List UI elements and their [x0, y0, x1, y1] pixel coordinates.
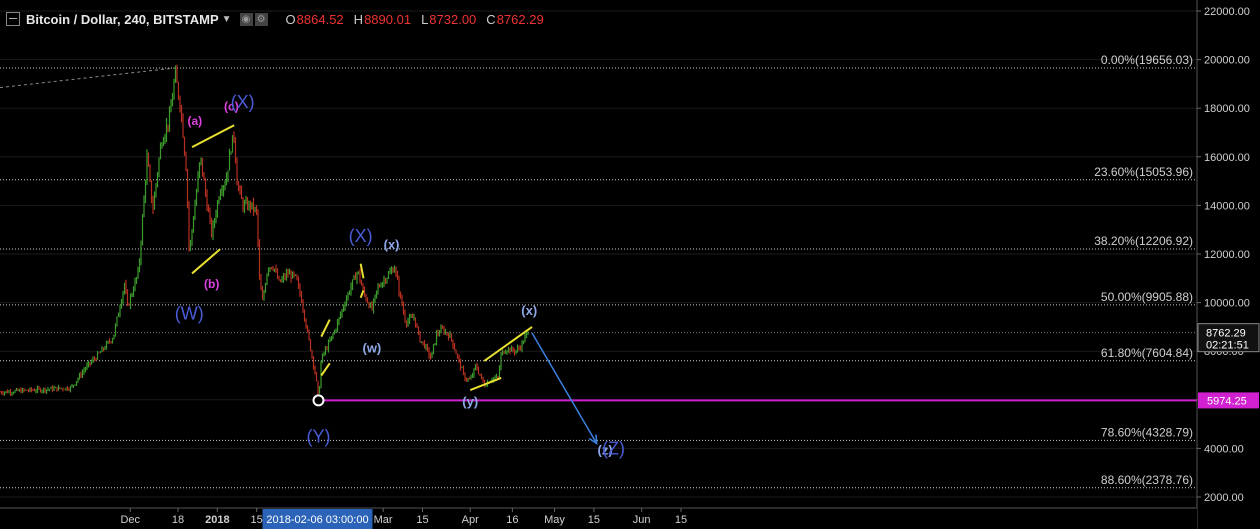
wave-label[interactable]: (y)	[462, 394, 478, 409]
high-value: 8890.01	[364, 11, 412, 27]
trend-line[interactable]	[320, 362, 331, 377]
wave-label[interactable]: (x)	[384, 237, 400, 252]
wave-label[interactable]: (b)	[204, 277, 219, 291]
close-key: C	[486, 11, 496, 27]
projection-arrow[interactable]	[531, 332, 598, 444]
price-tick-label: 10000.00	[1204, 298, 1250, 310]
open-value: 8864.52	[296, 11, 344, 27]
chevron-down-icon[interactable]: ▼	[221, 13, 232, 25]
close-value: 8762.29	[496, 11, 544, 27]
time-tick-label: Mar	[374, 514, 393, 526]
price-tick-label: 16000.00	[1204, 152, 1250, 164]
wave-labels: (a)(b)(c)(X)(W)(X) (x)(w)(Y)(y)(x)(z)(Z)	[175, 92, 625, 458]
price-tick-label: 22000.00	[1204, 6, 1250, 18]
wave-label[interactable]: (z)	[598, 442, 613, 457]
drawings	[191, 124, 1197, 446]
time-tick-label: 15	[588, 514, 600, 526]
price-tick-label: 2000.00	[1204, 492, 1244, 504]
wave-label[interactable]: (c)	[224, 100, 239, 114]
ohlc-values: O 8864.52 H 8890.01 L 8732.00 C 8762.29	[276, 12, 544, 27]
time-tick-label: May	[544, 514, 565, 526]
wave-label[interactable]: (w)	[362, 340, 381, 355]
time-tick-label: 15	[251, 514, 263, 526]
fib-level-label: 0.00%(19656.03)	[1101, 53, 1193, 67]
wave-label[interactable]: (X)	[231, 92, 255, 112]
trend-line[interactable]	[191, 248, 221, 275]
high-key: H	[353, 11, 364, 27]
fib-level-label: 38.20%(12206.92)	[1094, 234, 1193, 248]
wave-label[interactable]: (Y)	[307, 426, 331, 446]
price-tick-label: 18000.00	[1204, 103, 1250, 115]
time-tick-label: 2018	[205, 514, 229, 526]
last-price-label: 8762.29	[1206, 328, 1246, 340]
symbol-title[interactable]: Bitcoin / Dollar, 240, BITSTAMP	[26, 11, 219, 27]
trend-line[interactable]	[359, 290, 365, 299]
fibonacci-levels: 0.00%(19656.03) 23.60%(15053.96) 38.20%(12…	[0, 53, 1197, 489]
price-tick-label: 20000.00	[1204, 55, 1250, 67]
gear-icon[interactable]: ⚙	[254, 12, 268, 26]
fib-level-label: 50.00%(9905.88)	[1101, 290, 1193, 304]
time-axis[interactable]: Dec 18 2018 15 Mar 15 Apr 16 May 15 Jun 152018-02-0…	[0, 507, 1197, 529]
trend-line[interactable]	[191, 124, 235, 148]
open-key: O	[285, 11, 296, 27]
time-tick-label: Apr	[462, 514, 479, 526]
fib-level-label: 78.60%(4328.79)	[1101, 425, 1193, 439]
hamburger-menu-icon[interactable]	[6, 12, 20, 26]
time-tick-label: 15	[416, 514, 428, 526]
eye-icon[interactable]: ◉	[239, 12, 253, 26]
time-tick-label: 15	[675, 514, 687, 526]
candles	[0, 64, 529, 396]
cursor-time-label: 2018-02-06 03:00:00	[266, 514, 368, 526]
support-price-label: 5974.25	[1207, 395, 1247, 407]
wave-label[interactable]: (a)	[188, 114, 203, 128]
wave-label[interactable]: (W)	[175, 304, 204, 324]
projection-arrowhead	[588, 434, 598, 446]
price-tick-label: 4000.00	[1204, 443, 1244, 455]
trend-line[interactable]	[359, 263, 365, 279]
support-marker[interactable]	[312, 394, 325, 407]
time-tick-label: 18	[172, 514, 184, 526]
time-tick-label: Dec	[120, 514, 140, 526]
support-price-box	[1198, 392, 1259, 409]
fib-level-label: 23.60%(15053.96)	[1094, 165, 1193, 179]
price-tick-label: 14000.00	[1204, 200, 1250, 212]
time-tick-label: Jun	[633, 514, 651, 526]
wave-label[interactable]: (Z)	[602, 438, 625, 458]
trend-line[interactable]	[483, 326, 533, 362]
price-tick-label: 12000.00	[1204, 249, 1250, 261]
grid	[0, 10, 1197, 498]
fib-anchor-line	[0, 67, 176, 89]
cursor-time-box	[262, 509, 373, 529]
fib-level-label: 88.60%(2378.76)	[1101, 473, 1193, 487]
trend-line[interactable]	[469, 376, 502, 392]
fib-level-label: 61.80%(7604.84)	[1101, 346, 1193, 360]
last-price-box	[1197, 323, 1260, 353]
time-tick-label: 16	[506, 514, 518, 526]
countdown-label: 02:21:51	[1206, 340, 1249, 352]
trend-line[interactable]	[320, 319, 331, 338]
low-key: L	[421, 11, 429, 27]
low-value: 8732.00	[429, 11, 477, 27]
wave-label[interactable]: (X)	[349, 226, 373, 246]
wave-label[interactable]: (x)	[521, 303, 537, 318]
